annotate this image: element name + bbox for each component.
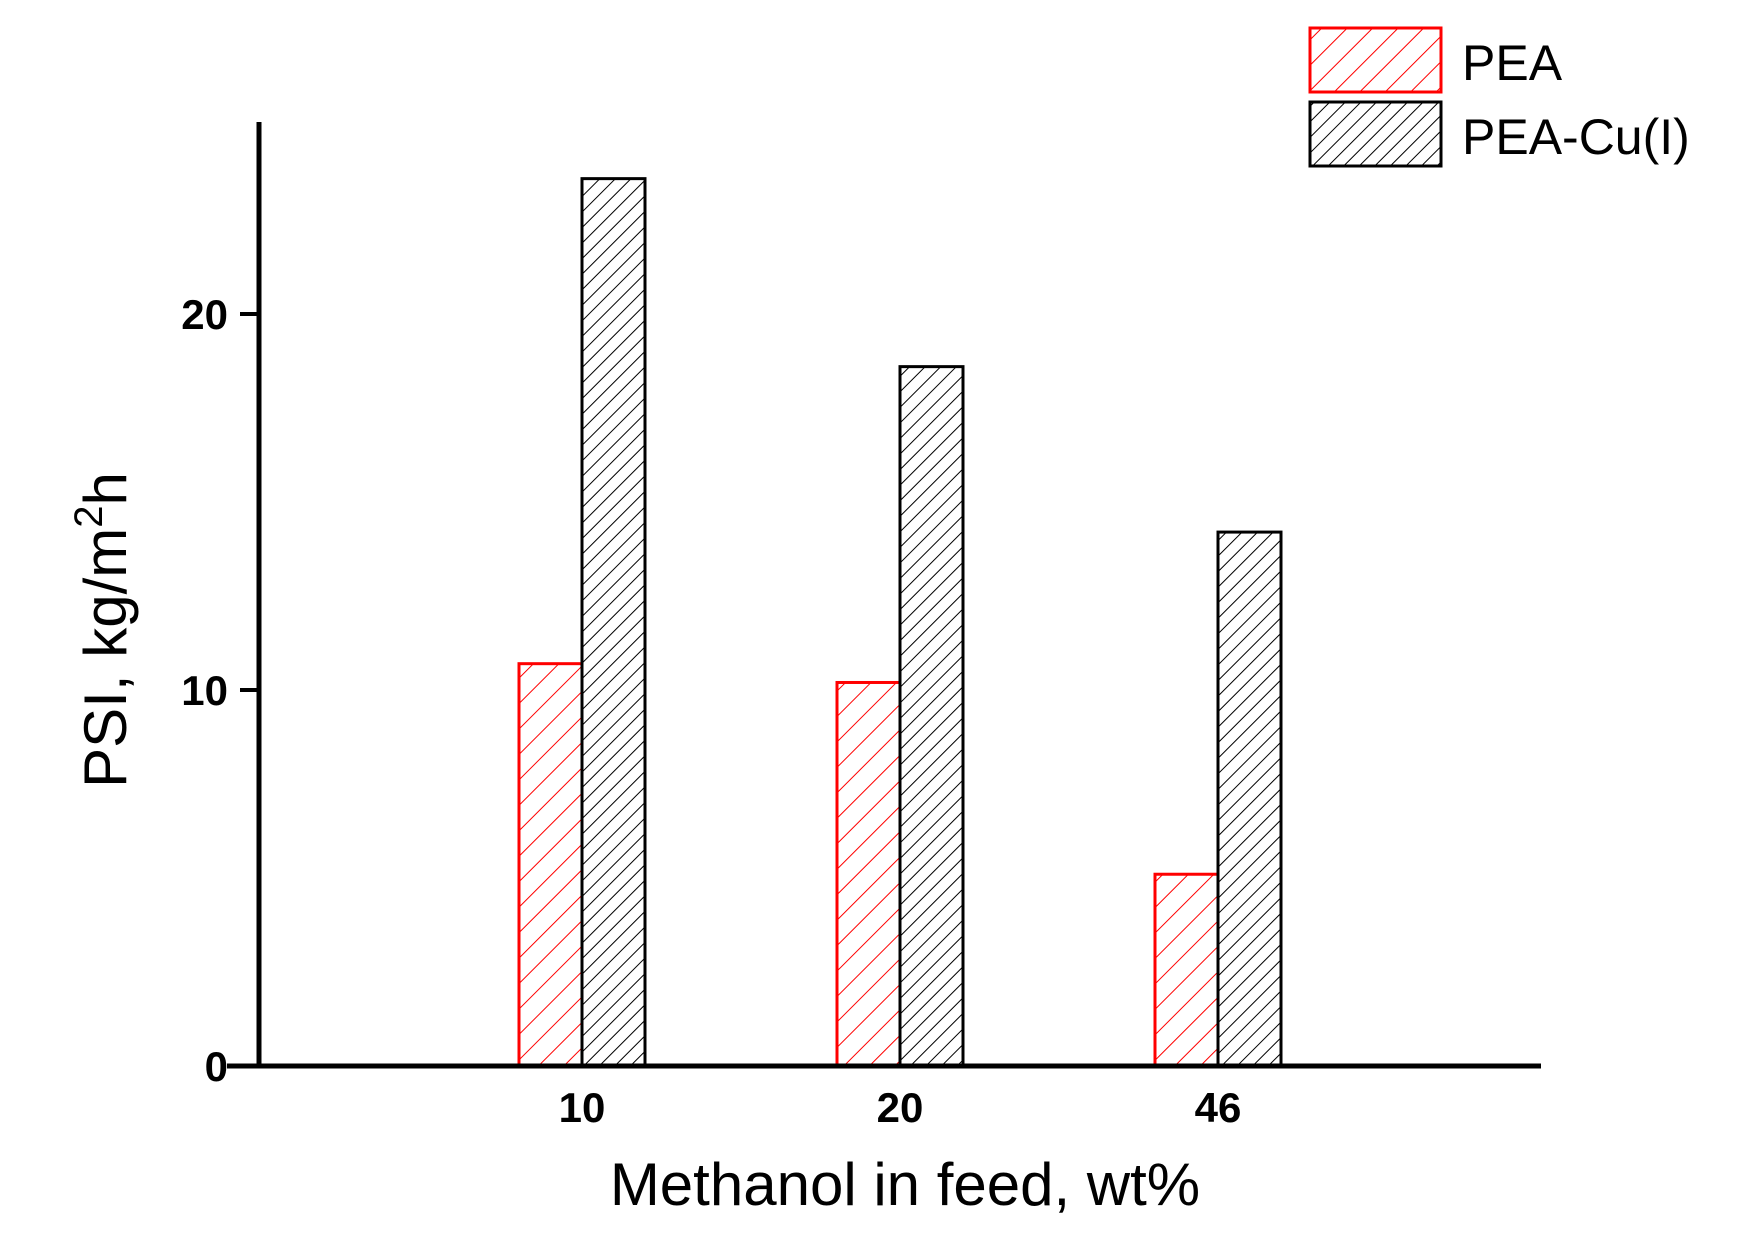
- x-tick-label: 20: [877, 1084, 924, 1131]
- legend-swatch-pea: [1308, 26, 1443, 94]
- y-ticks-group: 0 10 20: [181, 291, 259, 1090]
- bar-pea-20: [835, 680, 902, 1068]
- x-axis-title: Methanol in feed, wt%: [610, 1151, 1200, 1218]
- legend-label-pea: PEA: [1462, 35, 1563, 91]
- bar-pea-46: [1153, 872, 1220, 1068]
- y-axis-title-sup: 2: [67, 506, 111, 528]
- y-tick-label: 0: [205, 1043, 228, 1090]
- x-tick-label: 10: [559, 1084, 606, 1131]
- bar-pea-cu-10: [580, 177, 647, 1068]
- y-axis-title-tail: h: [72, 472, 139, 505]
- y-tick-label: 20: [181, 291, 228, 338]
- bar-pea-10: [517, 662, 584, 1068]
- y-tick-label: 10: [181, 667, 228, 714]
- x-tick-label: 46: [1195, 1084, 1242, 1131]
- x-ticks-group: 10 20 46: [559, 1084, 1242, 1131]
- y-axis-title-main: PSI, kg/m: [72, 528, 139, 788]
- legend-label-pea-cu: PEA-Cu(I): [1462, 109, 1690, 165]
- legend: PEA PEA-Cu(I): [1308, 26, 1690, 168]
- bar-pea-cu-20: [898, 365, 965, 1068]
- legend-swatch-pea-cu: [1308, 100, 1443, 168]
- bar-pea-cu-46: [1216, 530, 1283, 1068]
- y-axis-title: PSI, kg/m2h: [67, 472, 139, 788]
- bars-group: [517, 177, 1283, 1068]
